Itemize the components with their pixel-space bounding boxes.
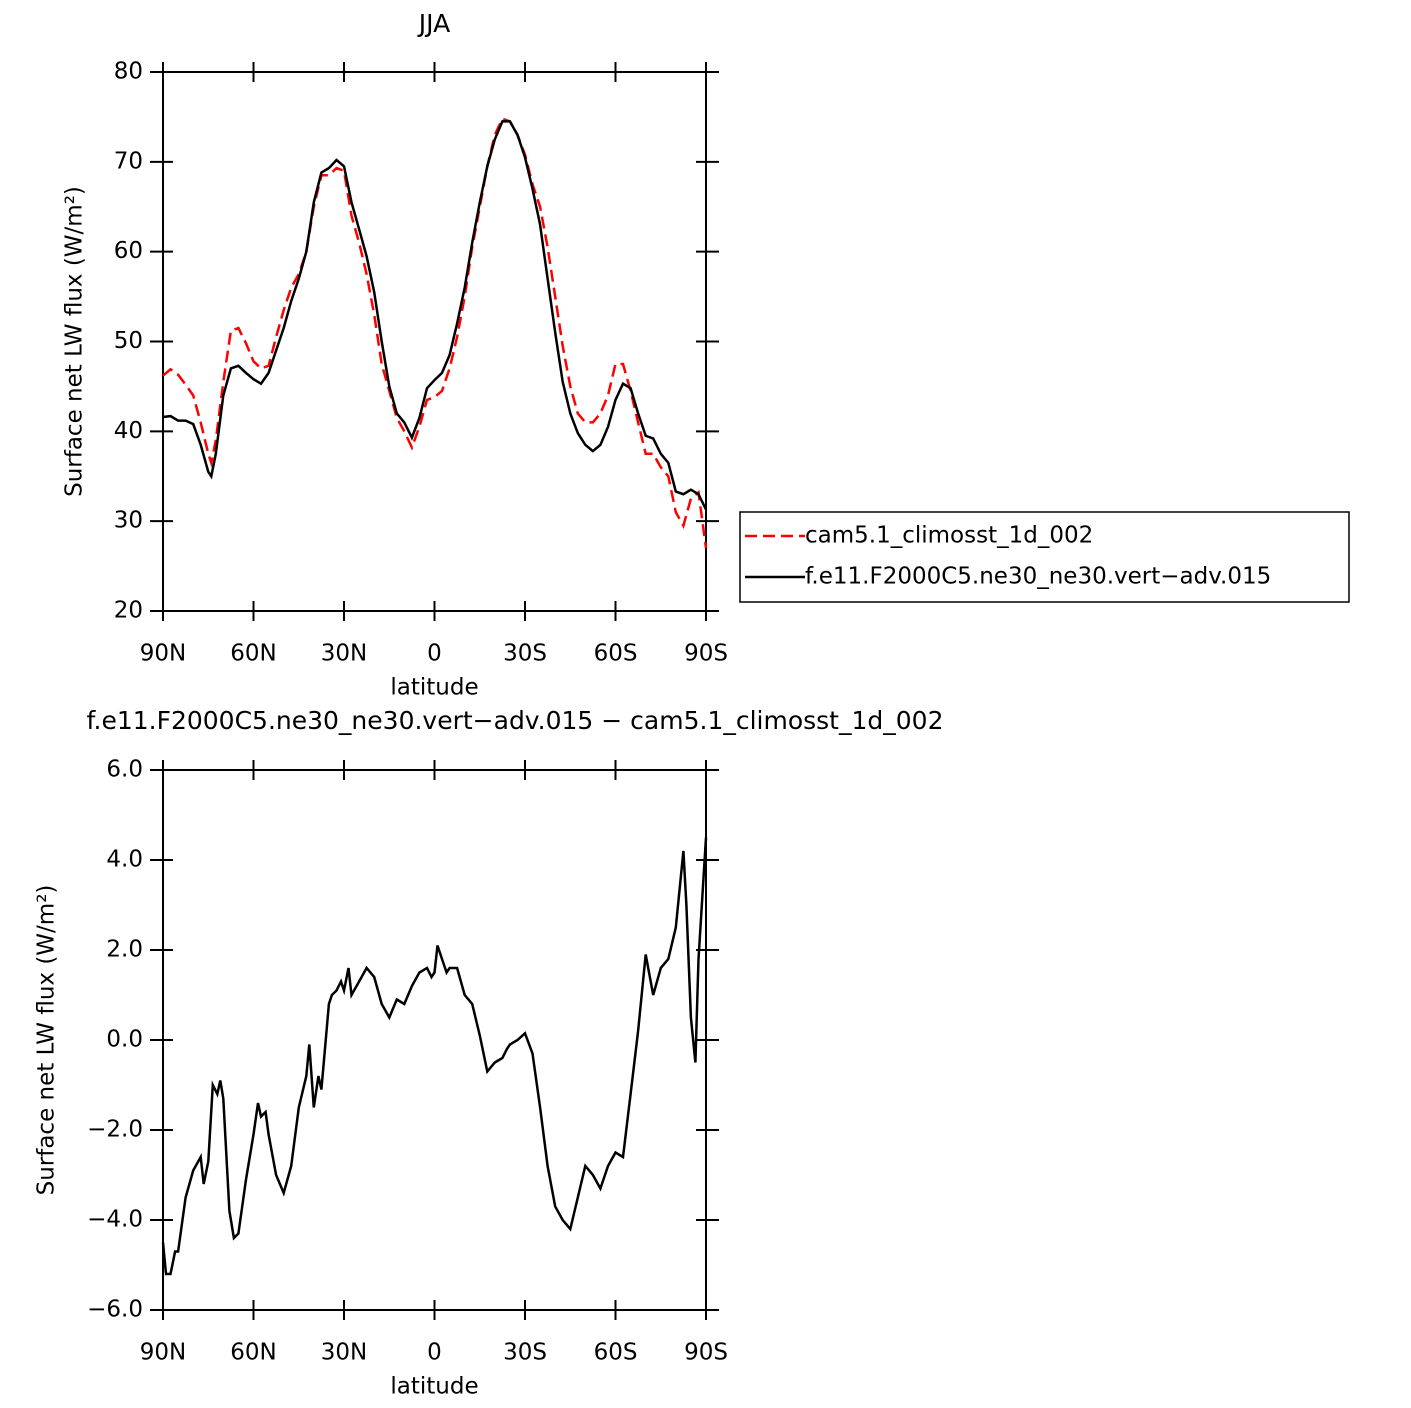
series-line [161, 837, 708, 1276]
y-tick-label: 70 [114, 148, 143, 174]
y-tick-label: 4.0 [106, 847, 143, 873]
y-tick-label: −4.0 [87, 1207, 143, 1233]
y-tick-label: 6.0 [106, 757, 143, 783]
x-axis-label: latitude [390, 1374, 478, 1400]
legend-label: cam5.1_climosst_1d_002 [805, 523, 1093, 549]
y-tick-label: 50 [114, 328, 143, 354]
y-tick-label: 60 [114, 238, 143, 264]
y-axis-label: Surface net LW flux (W/m²) [62, 186, 88, 497]
x-tick-label: 0 [427, 641, 442, 667]
x-tick-label: 90N [140, 641, 186, 667]
x-tick-label: 60N [230, 1340, 276, 1366]
chart-title: f.e11.F2000C5.ne30_ne30.vert−adv.015 − c… [87, 706, 944, 735]
y-tick-label: 40 [114, 418, 143, 444]
x-tick-label: 30N [321, 641, 367, 667]
y-tick-label: 80 [114, 59, 143, 85]
x-tick-label: 60N [230, 641, 276, 667]
plot-frame [162, 769, 707, 1311]
y-tick-label: 30 [114, 508, 143, 534]
y-tick-label: 20 [114, 598, 143, 624]
x-tick-label: 90N [140, 1340, 186, 1366]
y-tick-label: −6.0 [87, 1297, 143, 1323]
chart-title: JJA [417, 9, 450, 38]
x-tick-label: 30N [321, 1340, 367, 1366]
x-tick-label: 60S [594, 641, 638, 667]
series-line [162, 117, 708, 549]
plot-frame [162, 71, 707, 612]
y-tick-label: 2.0 [106, 937, 143, 963]
x-tick-label: 30S [503, 641, 547, 667]
x-axis-label: latitude [390, 675, 478, 701]
x-tick-label: 30S [503, 1340, 547, 1366]
x-tick-label: 60S [594, 1340, 638, 1366]
legend-box [739, 511, 1350, 603]
y-tick-label: −2.0 [87, 1117, 143, 1143]
x-tick-label: 90S [684, 1340, 728, 1366]
series-line [162, 120, 708, 511]
x-tick-label: 90S [684, 641, 728, 667]
y-axis-label: Surface net LW flux (W/m²) [34, 885, 60, 1196]
x-tick-label: 0 [427, 1340, 442, 1366]
legend-label: f.e11.F2000C5.ne30_ne30.vert−adv.015 [805, 564, 1271, 590]
y-tick-label: 0.0 [106, 1027, 143, 1053]
